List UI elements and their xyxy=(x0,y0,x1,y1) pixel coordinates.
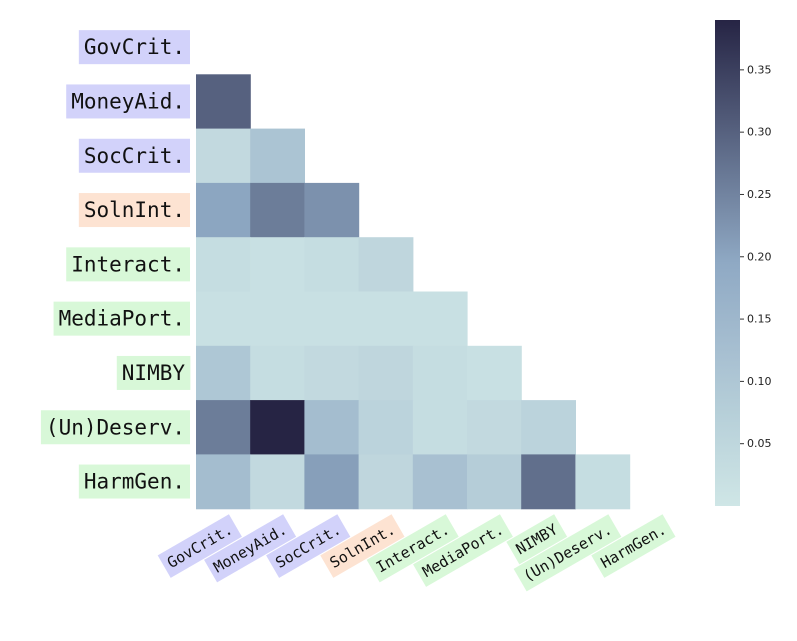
row-label-background xyxy=(66,247,190,282)
heatmap-cell-nimby-moneyaid xyxy=(250,345,305,401)
heatmap-cell-harmgen-nimby xyxy=(521,454,576,510)
heatmap-cell-interact-solnint xyxy=(358,237,414,293)
heatmap-cell-nimby-govcrit xyxy=(196,345,251,401)
row-label-background xyxy=(116,355,191,390)
row-label-govcrit: GovCrit. xyxy=(78,30,190,65)
column-label-background xyxy=(366,514,459,583)
row-label-interact: Interact. xyxy=(66,247,190,282)
row-label-text: MediaPort. xyxy=(59,307,185,331)
heatmap-cell-harmgen-un-deserv xyxy=(575,454,631,510)
heatmap-cell-solnint-govcrit xyxy=(196,182,251,238)
row-label-background xyxy=(78,30,190,65)
heatmap-cell-soccrit-moneyaid xyxy=(250,128,305,184)
heatmap-cell-nimby-soccrit xyxy=(304,345,360,401)
colorbar-tick-label: 0.25 xyxy=(747,188,772,201)
column-label-background xyxy=(266,514,351,578)
heatmap-cell-un-deserv-solnint xyxy=(358,400,414,455)
row-label-text: GovCrit. xyxy=(84,35,185,59)
heatmap-cell-un-deserv-nimby xyxy=(521,400,576,455)
column-label-background xyxy=(591,514,676,578)
row-labels: GovCrit. MoneyAid. SocCrit. SolnInt. Interac… xyxy=(40,30,191,499)
row-label-text: MoneyAid. xyxy=(71,89,185,113)
heatmap-cell-interact-soccrit xyxy=(304,237,360,293)
row-label-background xyxy=(66,84,190,119)
heatmap-cell-interact-moneyaid xyxy=(250,237,305,293)
colorbar-tick-label: 0.10 xyxy=(747,375,772,388)
row-label-mediaport: MediaPort. xyxy=(53,301,190,336)
column-labels: GovCrit.MoneyAid.SocCrit.SolnInt.Interac… xyxy=(157,514,676,592)
row-label-soccrit: SocCrit. xyxy=(78,138,190,173)
row-label-background xyxy=(78,138,190,173)
row-label-background xyxy=(78,193,190,228)
row-label-text: NIMBY xyxy=(122,361,186,385)
colorbar-tick-label: 0.05 xyxy=(747,437,772,450)
column-label-background xyxy=(513,514,622,592)
row-label-text: (Un)Deserv. xyxy=(46,415,185,439)
heatmap-cell-harmgen-solnint xyxy=(358,454,414,510)
heatmap-cell-mediaport-solnint xyxy=(358,291,414,347)
heatmap-cell-mediaport-moneyaid xyxy=(250,291,305,347)
column-label-background xyxy=(204,514,297,583)
column-label-background xyxy=(157,514,242,578)
heatmap-cell-nimby-interact xyxy=(412,345,468,401)
heatmap-cell-soccrit-govcrit xyxy=(196,128,251,184)
heatmap-cells xyxy=(196,74,631,510)
heatmap-cell-harmgen-interact xyxy=(412,454,468,510)
colorbar-tick-label: 0.35 xyxy=(747,63,772,76)
row-label-un-deserv: (Un)Deserv. xyxy=(40,410,190,445)
colorbar-tick-label: 0.20 xyxy=(747,250,772,263)
heatmap-cell-un-deserv-govcrit xyxy=(196,400,251,455)
heatmap-cell-un-deserv-interact xyxy=(412,400,468,455)
heatmap-cell-solnint-soccrit xyxy=(304,182,360,238)
heatmap-cell-un-deserv-mediaport xyxy=(467,400,522,455)
column-label-background xyxy=(320,514,405,578)
row-label-harmgen: HarmGen. xyxy=(78,464,190,499)
heatmap-cell-interact-govcrit xyxy=(196,237,251,293)
row-label-background xyxy=(40,410,190,445)
heatmap-cell-harmgen-soccrit xyxy=(304,454,360,510)
heatmap-cell-harmgen-mediaport xyxy=(467,454,522,510)
colorbar: 0.05 0.10 0.15 0.20 0.25 0.30 0.35 xyxy=(715,20,772,506)
row-label-moneyaid: MoneyAid. xyxy=(66,84,190,119)
row-label-text: SocCrit. xyxy=(84,144,185,168)
row-label-text: SolnInt. xyxy=(84,198,185,222)
heatmap-cell-moneyaid-govcrit xyxy=(196,74,251,130)
row-label-nimby: NIMBY xyxy=(116,355,191,390)
heatmap-cell-solnint-moneyaid xyxy=(250,182,305,238)
heatmap-cell-un-deserv-soccrit xyxy=(304,400,360,455)
colorbar-tick-label: 0.30 xyxy=(747,126,772,139)
heatmap-cell-harmgen-moneyaid xyxy=(250,454,305,510)
row-label-solnint: SolnInt. xyxy=(78,193,190,228)
heatmap-cell-mediaport-interact xyxy=(412,291,468,347)
row-label-text: Interact. xyxy=(71,252,185,276)
heatmap-cell-nimby-mediaport xyxy=(467,345,522,401)
column-label-background xyxy=(506,514,568,565)
heatmap-cell-un-deserv-moneyaid xyxy=(250,400,305,455)
heatmap-cell-harmgen-govcrit xyxy=(196,454,251,510)
heatmap-cell-mediaport-govcrit xyxy=(196,291,251,347)
row-label-text: HarmGen. xyxy=(84,470,185,494)
column-label-background xyxy=(413,514,513,587)
colorbar-gradient xyxy=(715,20,740,506)
row-label-background xyxy=(53,301,190,336)
row-label-background xyxy=(78,464,190,499)
colorbar-tick-label: 0.15 xyxy=(747,313,772,326)
heatmap-cell-nimby-solnint xyxy=(358,345,414,401)
heatmap-cell-mediaport-soccrit xyxy=(304,291,360,347)
